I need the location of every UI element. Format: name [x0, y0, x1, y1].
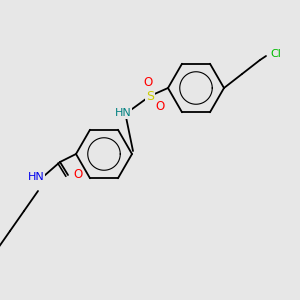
- Text: O: O: [74, 169, 82, 182]
- Text: HN: HN: [28, 172, 44, 182]
- Text: O: O: [155, 100, 165, 112]
- Text: O: O: [143, 76, 153, 89]
- Text: Cl: Cl: [271, 49, 281, 59]
- Text: HN: HN: [115, 108, 131, 118]
- Text: S: S: [146, 89, 154, 103]
